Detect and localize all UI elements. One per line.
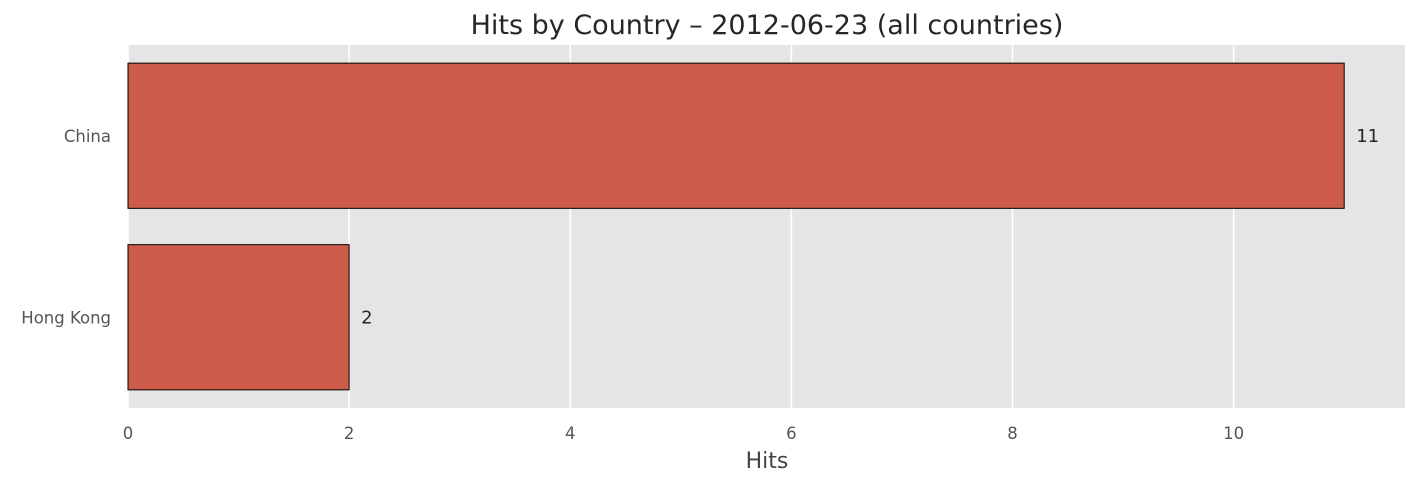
bar-value-label: 11	[1356, 126, 1379, 147]
x-tick-label: 6	[786, 424, 797, 443]
x-tick-label: 0	[123, 424, 134, 443]
chart-title: Hits by Country – 2012-06-23 (all countr…	[471, 10, 1064, 41]
x-tick-label: 10	[1223, 424, 1244, 443]
category-label: China	[64, 127, 111, 146]
bar	[127, 62, 1345, 209]
bars: 11 2	[127, 62, 1379, 391]
x-tick-label: 8	[1007, 424, 1018, 443]
bar	[127, 244, 350, 391]
category-labels: China Hong Kong	[21, 127, 111, 328]
category-label: Hong Kong	[21, 308, 111, 327]
x-axis-label: Hits	[746, 449, 789, 474]
x-tick-label: 2	[344, 424, 355, 443]
x-tick-labels: 0 2 4 6 8 10	[123, 424, 1244, 443]
x-tick-label: 4	[565, 424, 576, 443]
bar-value-label: 2	[361, 307, 372, 328]
